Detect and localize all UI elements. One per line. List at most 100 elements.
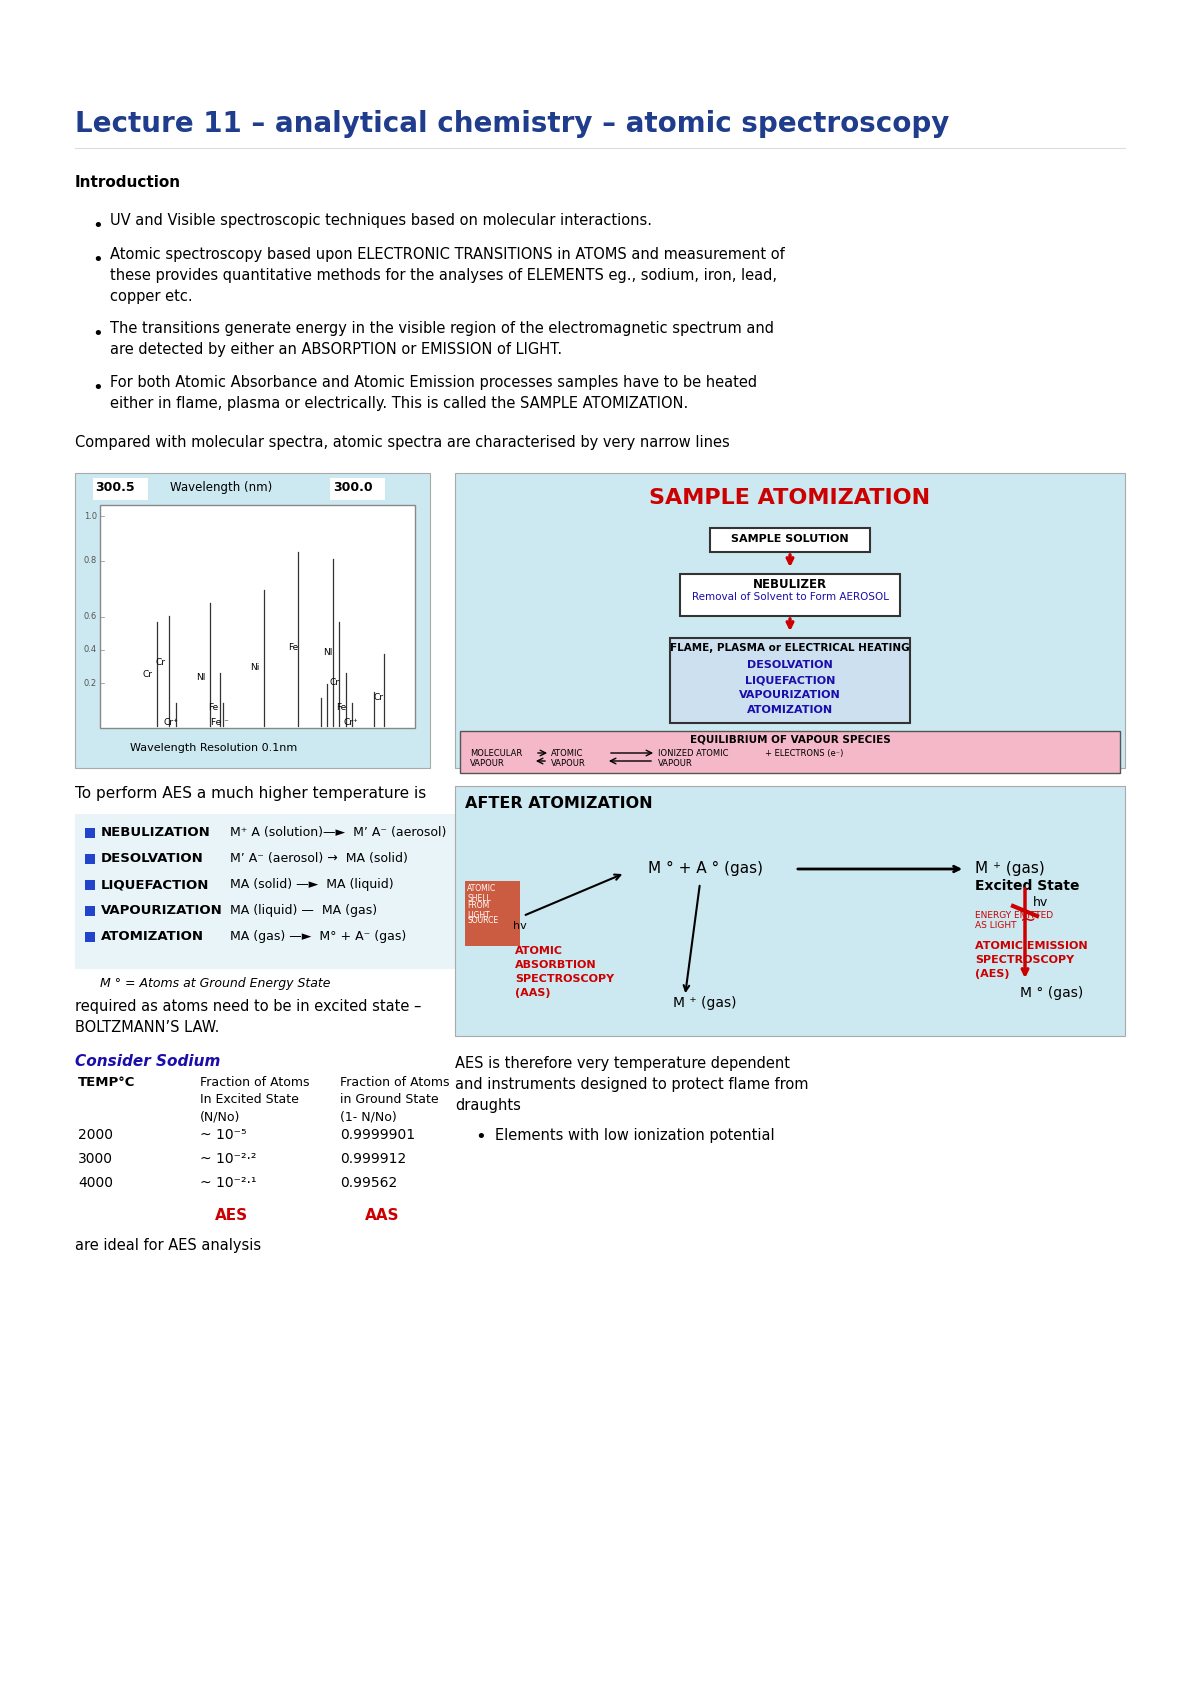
Text: M ⁺ (gas): M ⁺ (gas) (974, 861, 1045, 876)
Text: NEBULIZER: NEBULIZER (752, 577, 827, 591)
Text: 3000: 3000 (78, 1151, 113, 1167)
Text: Cr⁺: Cr⁺ (344, 718, 359, 727)
Text: Removal of Solvent to Form AEROSOL: Removal of Solvent to Form AEROSOL (691, 593, 888, 603)
Text: M’ A⁻ (aerosol) →  MA (solid): M’ A⁻ (aerosol) → MA (solid) (230, 852, 408, 864)
Text: 300.5: 300.5 (95, 481, 134, 494)
Text: M ° (gas): M ° (gas) (1020, 987, 1084, 1000)
Text: DESOLVATION: DESOLVATION (101, 852, 204, 864)
Text: For both Atomic Absorbance and Atomic Emission processes samples have to be heat: For both Atomic Absorbance and Atomic Em… (110, 375, 757, 411)
Text: FROM
LIGHT: FROM LIGHT (467, 902, 490, 920)
Text: hv: hv (514, 920, 527, 931)
Text: M ⁺ (gas): M ⁺ (gas) (673, 997, 737, 1010)
Text: M ° = Atoms at Ground Energy State: M ° = Atoms at Ground Energy State (100, 976, 330, 990)
Text: 0.8: 0.8 (84, 557, 97, 565)
Text: ATOMIC
SHELL: ATOMIC SHELL (467, 885, 497, 903)
Text: Wavelength (nm): Wavelength (nm) (170, 481, 272, 494)
Text: ATOMIC: ATOMIC (515, 946, 563, 956)
Text: Fraction of Atoms
in Ground State
(1- N/No): Fraction of Atoms in Ground State (1- N/… (340, 1077, 450, 1122)
Text: 0.9999901: 0.9999901 (340, 1127, 415, 1143)
Text: Wavelength Resolution 0.1nm: Wavelength Resolution 0.1nm (130, 744, 298, 752)
Text: (AES): (AES) (974, 970, 1009, 980)
Text: NEBULIZATION: NEBULIZATION (101, 825, 211, 839)
Text: 300.0: 300.0 (334, 481, 373, 494)
Text: AFTER ATOMIZATION: AFTER ATOMIZATION (466, 796, 653, 812)
Bar (680, 574, 900, 616)
Text: 0.2: 0.2 (84, 679, 97, 688)
Text: Fe: Fe (208, 703, 218, 711)
Text: TEMP°C: TEMP°C (78, 1077, 136, 1088)
Text: Cr: Cr (155, 659, 166, 667)
Bar (710, 528, 870, 552)
Text: Lecture 11 – analytical chemistry – atomic spectroscopy: Lecture 11 – analytical chemistry – atom… (74, 110, 949, 138)
Bar (74, 813, 505, 970)
Text: NI: NI (323, 649, 332, 657)
Text: 0.4: 0.4 (84, 645, 97, 654)
Text: 0.6: 0.6 (84, 611, 97, 621)
Text: SPECTROSCOPY: SPECTROSCOPY (974, 954, 1074, 964)
Bar (85, 880, 95, 890)
Bar (100, 504, 415, 728)
Text: ATOMIZATION: ATOMIZATION (746, 705, 833, 715)
Bar (85, 829, 95, 839)
Text: are ideal for AES analysis: are ideal for AES analysis (74, 1238, 262, 1253)
Bar (460, 732, 1120, 773)
Bar (455, 786, 1126, 1036)
Text: + ELECTRONS (e⁻): + ELECTRONS (e⁻) (766, 749, 844, 757)
Text: required as atoms need to be in excited state –
BOLTZMANN’S LAW.: required as atoms need to be in excited … (74, 998, 421, 1036)
Text: Compared with molecular spectra, atomic spectra are characterised by very narrow: Compared with molecular spectra, atomic … (74, 435, 730, 450)
Text: •: • (92, 324, 103, 343)
Text: •: • (475, 1127, 486, 1146)
Text: Cr⁺: Cr⁺ (163, 718, 179, 727)
Text: ~ 10⁻⁵: ~ 10⁻⁵ (200, 1127, 246, 1143)
Text: DESOLVATION: DESOLVATION (748, 661, 833, 671)
Text: ATOMIC EMISSION: ATOMIC EMISSION (974, 941, 1087, 951)
Text: Cr: Cr (143, 671, 152, 679)
Text: ENERGY EMITTED
AS LIGHT: ENERGY EMITTED AS LIGHT (974, 912, 1054, 931)
Text: IONIZED ATOMIC: IONIZED ATOMIC (658, 749, 728, 757)
Text: Atomic spectroscopy based upon ELECTRONIC TRANSITIONS in ATOMS and measurement o: Atomic spectroscopy based upon ELECTRONI… (110, 246, 785, 304)
Text: EQUILIBRIUM OF VAPOUR SPECIES: EQUILIBRIUM OF VAPOUR SPECIES (690, 734, 890, 744)
Text: VAPOUR: VAPOUR (658, 759, 692, 767)
Text: 4000: 4000 (78, 1177, 113, 1190)
Text: Cr: Cr (373, 693, 384, 701)
Text: SOURCE: SOURCE (467, 915, 498, 925)
Text: •: • (92, 379, 103, 397)
Text: Consider Sodium: Consider Sodium (74, 1054, 221, 1070)
Text: •: • (92, 251, 103, 268)
Bar (455, 474, 1126, 767)
Text: LIQUEFACTION: LIQUEFACTION (745, 676, 835, 684)
Text: ATOMIZATION: ATOMIZATION (101, 931, 204, 942)
Text: •: • (92, 217, 103, 234)
Text: MA (liquid) —  MA (gas): MA (liquid) — MA (gas) (230, 903, 377, 917)
Bar (85, 854, 95, 864)
Text: Fe: Fe (336, 703, 346, 711)
Text: UV and Visible spectroscopic techniques based on molecular interactions.: UV and Visible spectroscopic techniques … (110, 212, 652, 228)
Text: AES: AES (215, 1207, 248, 1223)
Text: MA (gas) —►  M° + A⁻ (gas): MA (gas) —► M° + A⁻ (gas) (230, 931, 407, 942)
Text: ~ 10⁻²⋅²: ~ 10⁻²⋅² (200, 1151, 257, 1167)
Text: Cr: Cr (329, 678, 340, 688)
Text: MOLECULAR: MOLECULAR (470, 749, 522, 757)
Text: hv: hv (1033, 897, 1049, 908)
Bar (330, 479, 385, 499)
Text: ~ 10⁻²⋅¹: ~ 10⁻²⋅¹ (200, 1177, 257, 1190)
Text: The transitions generate energy in the visible region of the electromagnetic spe: The transitions generate energy in the v… (110, 321, 774, 357)
Bar (670, 638, 910, 723)
Text: Fraction of Atoms
In Excited State
(N/No): Fraction of Atoms In Excited State (N/No… (200, 1077, 310, 1122)
Text: MA (solid) —►  MA (liquid): MA (solid) —► MA (liquid) (230, 878, 394, 891)
Text: AAS: AAS (365, 1207, 400, 1223)
Text: FLAME, PLASMA or ELECTRICAL HEATING: FLAME, PLASMA or ELECTRICAL HEATING (670, 644, 910, 654)
Bar (74, 474, 430, 767)
Text: SAMPLE ATOMIZATION: SAMPLE ATOMIZATION (649, 487, 930, 508)
Text: 1.0: 1.0 (84, 511, 97, 521)
Bar (85, 907, 95, 915)
Text: Fe: Fe (288, 644, 299, 652)
Bar (466, 881, 520, 946)
Text: VAPOUR: VAPOUR (470, 759, 505, 767)
Text: AES is therefore very temperature dependent
and instruments designed to protect : AES is therefore very temperature depend… (455, 1056, 809, 1112)
Text: M ° + A ° (gas): M ° + A ° (gas) (648, 861, 762, 876)
Text: Introduction: Introduction (74, 175, 181, 190)
Text: (AAS): (AAS) (515, 988, 551, 998)
Text: 0.99562: 0.99562 (340, 1177, 397, 1190)
Text: SAMPLE SOLUTION: SAMPLE SOLUTION (731, 533, 848, 543)
